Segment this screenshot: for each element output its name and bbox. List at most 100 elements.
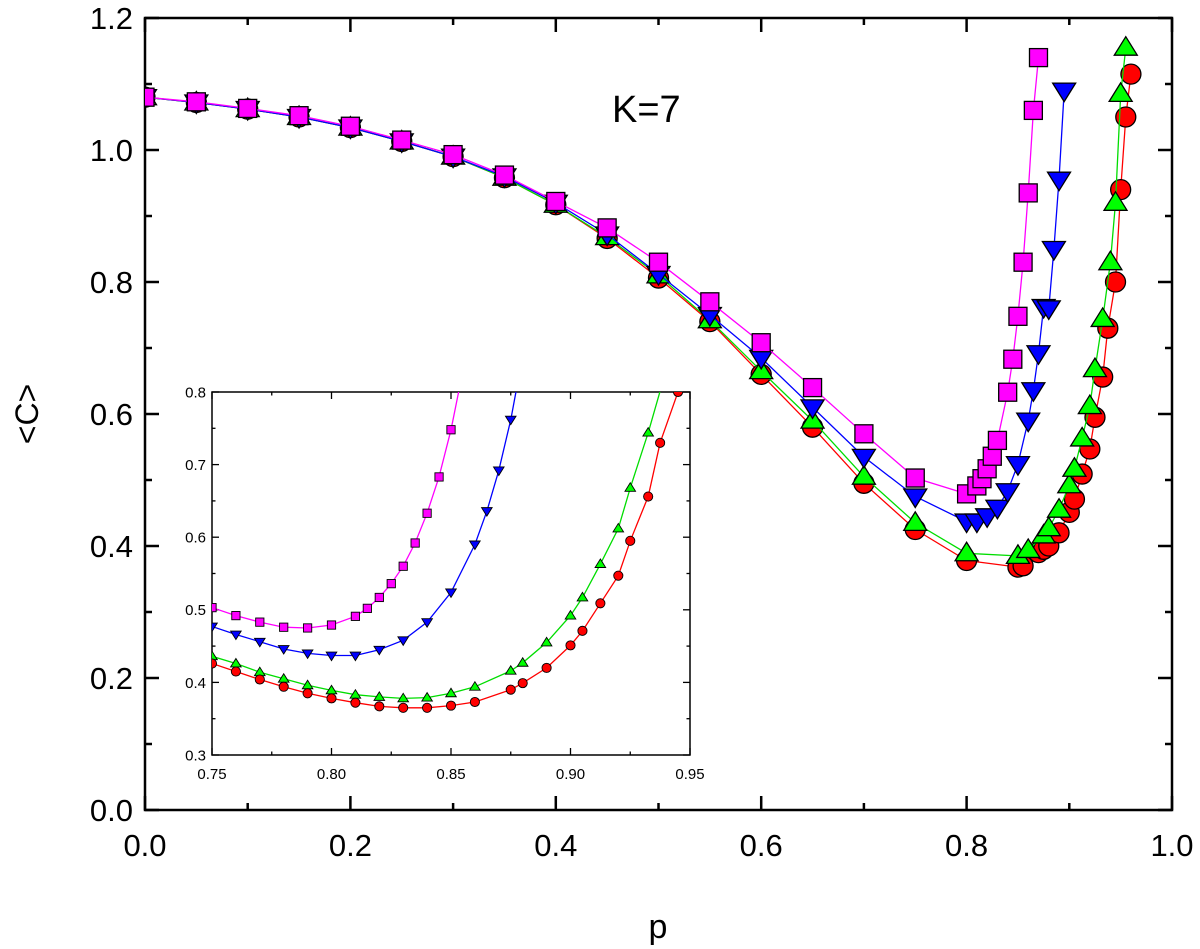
data-point-triangle-down bbox=[1015, 412, 1041, 433]
data-point-triangle-down bbox=[995, 483, 1021, 504]
data-point-square bbox=[987, 430, 1008, 451]
data-point-triangle-up bbox=[516, 656, 529, 667]
data-point-square bbox=[854, 424, 874, 444]
data-point-triangle-down bbox=[984, 499, 1011, 520]
y-tick-label: 1.0 bbox=[90, 133, 133, 168]
x-tick-label: 0.8 bbox=[945, 828, 988, 863]
data-point-square bbox=[434, 472, 444, 482]
data-point-triangle-down bbox=[1025, 345, 1052, 366]
data-point-square bbox=[494, 165, 515, 185]
data-point-square bbox=[238, 98, 258, 119]
main-axis-ticks: 0.0 0.2 0.4 0.6 0.8 1.0 0.0 0.2 0.4 0.6 0.8 1.0 1.2 bbox=[90, 1, 1194, 863]
series-square bbox=[145, 47, 1049, 504]
data-point-square bbox=[597, 218, 617, 238]
series-circle bbox=[212, 392, 684, 713]
data-point-square bbox=[422, 508, 432, 518]
data-point-circle bbox=[302, 688, 313, 699]
data-point-triangle-down bbox=[1051, 82, 1077, 103]
data-point-triangle-up bbox=[1097, 249, 1124, 271]
data-point-triangle-down bbox=[277, 645, 290, 655]
annotation-k: K=7 bbox=[612, 89, 681, 131]
series-square bbox=[212, 392, 460, 633]
data-point-triangle-down bbox=[229, 630, 242, 641]
data-point-square bbox=[443, 144, 463, 165]
y-tick-label: 0.2 bbox=[90, 661, 133, 696]
data-point-triangle-up bbox=[642, 426, 655, 437]
inset-axis-ticks: 0.75 0.80 0.85 0.90 0.95 0.3 0.4 0.5 0.6 0.7 0.8 bbox=[185, 384, 704, 783]
x-tick-label: 0.80 bbox=[317, 766, 346, 783]
data-point-triangle-down bbox=[301, 649, 314, 660]
data-point-circle bbox=[422, 702, 433, 713]
data-point-triangle-down bbox=[253, 637, 266, 648]
data-point-circle bbox=[1120, 63, 1142, 85]
data-point-square bbox=[700, 292, 720, 312]
data-point-triangle-down bbox=[492, 466, 505, 477]
data-point-square bbox=[212, 603, 217, 613]
data-point-square bbox=[998, 382, 1018, 402]
data-point-triangle-up bbox=[612, 522, 625, 533]
data-point-triangle-up bbox=[1090, 306, 1116, 328]
data-point-triangle-down bbox=[1005, 456, 1031, 477]
data-point-square bbox=[326, 620, 337, 630]
data-point-triangle-down bbox=[974, 508, 1000, 529]
data-point-square bbox=[362, 603, 372, 613]
data-point-square bbox=[145, 87, 155, 107]
data-point-square bbox=[231, 611, 241, 621]
data-point-triangle-down bbox=[799, 399, 826, 420]
data-point-triangle-up bbox=[444, 687, 458, 698]
y-tick-label: 0.8 bbox=[185, 384, 206, 401]
data-point-triangle-up bbox=[540, 636, 553, 647]
data-point-triangle-down bbox=[1020, 382, 1047, 403]
data-point-square bbox=[186, 92, 207, 112]
series-line-triangle-up bbox=[212, 392, 661, 700]
x-tick-label: 0.2 bbox=[329, 828, 372, 863]
data-point-triangle-up bbox=[1036, 515, 1062, 537]
data-point-circle bbox=[625, 535, 636, 546]
series-line-square bbox=[212, 392, 460, 629]
x-tick-label: 0.75 bbox=[197, 766, 226, 783]
data-point-square bbox=[303, 623, 313, 633]
data-point-triangle-up bbox=[1069, 426, 1095, 447]
data-point-circle bbox=[613, 570, 624, 581]
data-point-square bbox=[279, 622, 289, 632]
x-tick-label: 0.95 bbox=[675, 766, 704, 783]
data-point-circle bbox=[673, 392, 684, 398]
data-point-circle bbox=[326, 693, 337, 704]
data-point-square bbox=[802, 377, 823, 398]
x-tick-label: 0.85 bbox=[436, 766, 465, 783]
data-point-triangle-up bbox=[1077, 393, 1103, 415]
data-point-triangle-up bbox=[953, 541, 980, 562]
y-tick-label: 0.4 bbox=[185, 675, 206, 692]
data-point-triangle-down bbox=[902, 488, 928, 509]
data-point-triangle-up bbox=[373, 691, 386, 701]
y-tick-label: 0.5 bbox=[185, 602, 206, 619]
main-series-group bbox=[145, 35, 1142, 578]
data-point-square bbox=[386, 579, 396, 589]
data-point-square bbox=[1013, 252, 1033, 272]
y-tick-label: 0.8 bbox=[90, 265, 133, 300]
data-point-triangle-up bbox=[851, 464, 877, 485]
data-point-circle bbox=[541, 662, 552, 673]
data-point-square bbox=[350, 611, 360, 621]
data-point-circle bbox=[1104, 271, 1127, 293]
y-tick-label: 0.7 bbox=[185, 457, 206, 474]
data-point-triangle-up bbox=[1113, 35, 1139, 56]
data-point-square bbox=[255, 617, 265, 627]
data-point-triangle-down bbox=[1041, 240, 1067, 262]
data-point-triangle-up bbox=[1102, 190, 1129, 211]
data-point-square bbox=[1023, 100, 1044, 121]
x-tick-label: 0.90 bbox=[556, 766, 585, 783]
series-triangle-down bbox=[212, 392, 517, 662]
x-tick-label: 0.4 bbox=[534, 828, 577, 863]
data-point-triangle-up bbox=[1056, 473, 1082, 494]
data-point-triangle-up bbox=[1061, 456, 1088, 477]
data-point-triangle-down bbox=[480, 507, 493, 517]
y-tick-label: 0.4 bbox=[90, 529, 133, 564]
data-point-circle bbox=[643, 491, 654, 502]
data-point-square bbox=[446, 425, 456, 435]
data-point-circle bbox=[398, 702, 409, 713]
data-point-circle bbox=[1115, 106, 1137, 128]
data-point-circle bbox=[469, 696, 480, 708]
y-tick-label: 0.0 bbox=[90, 793, 133, 828]
data-point-square bbox=[546, 191, 566, 212]
